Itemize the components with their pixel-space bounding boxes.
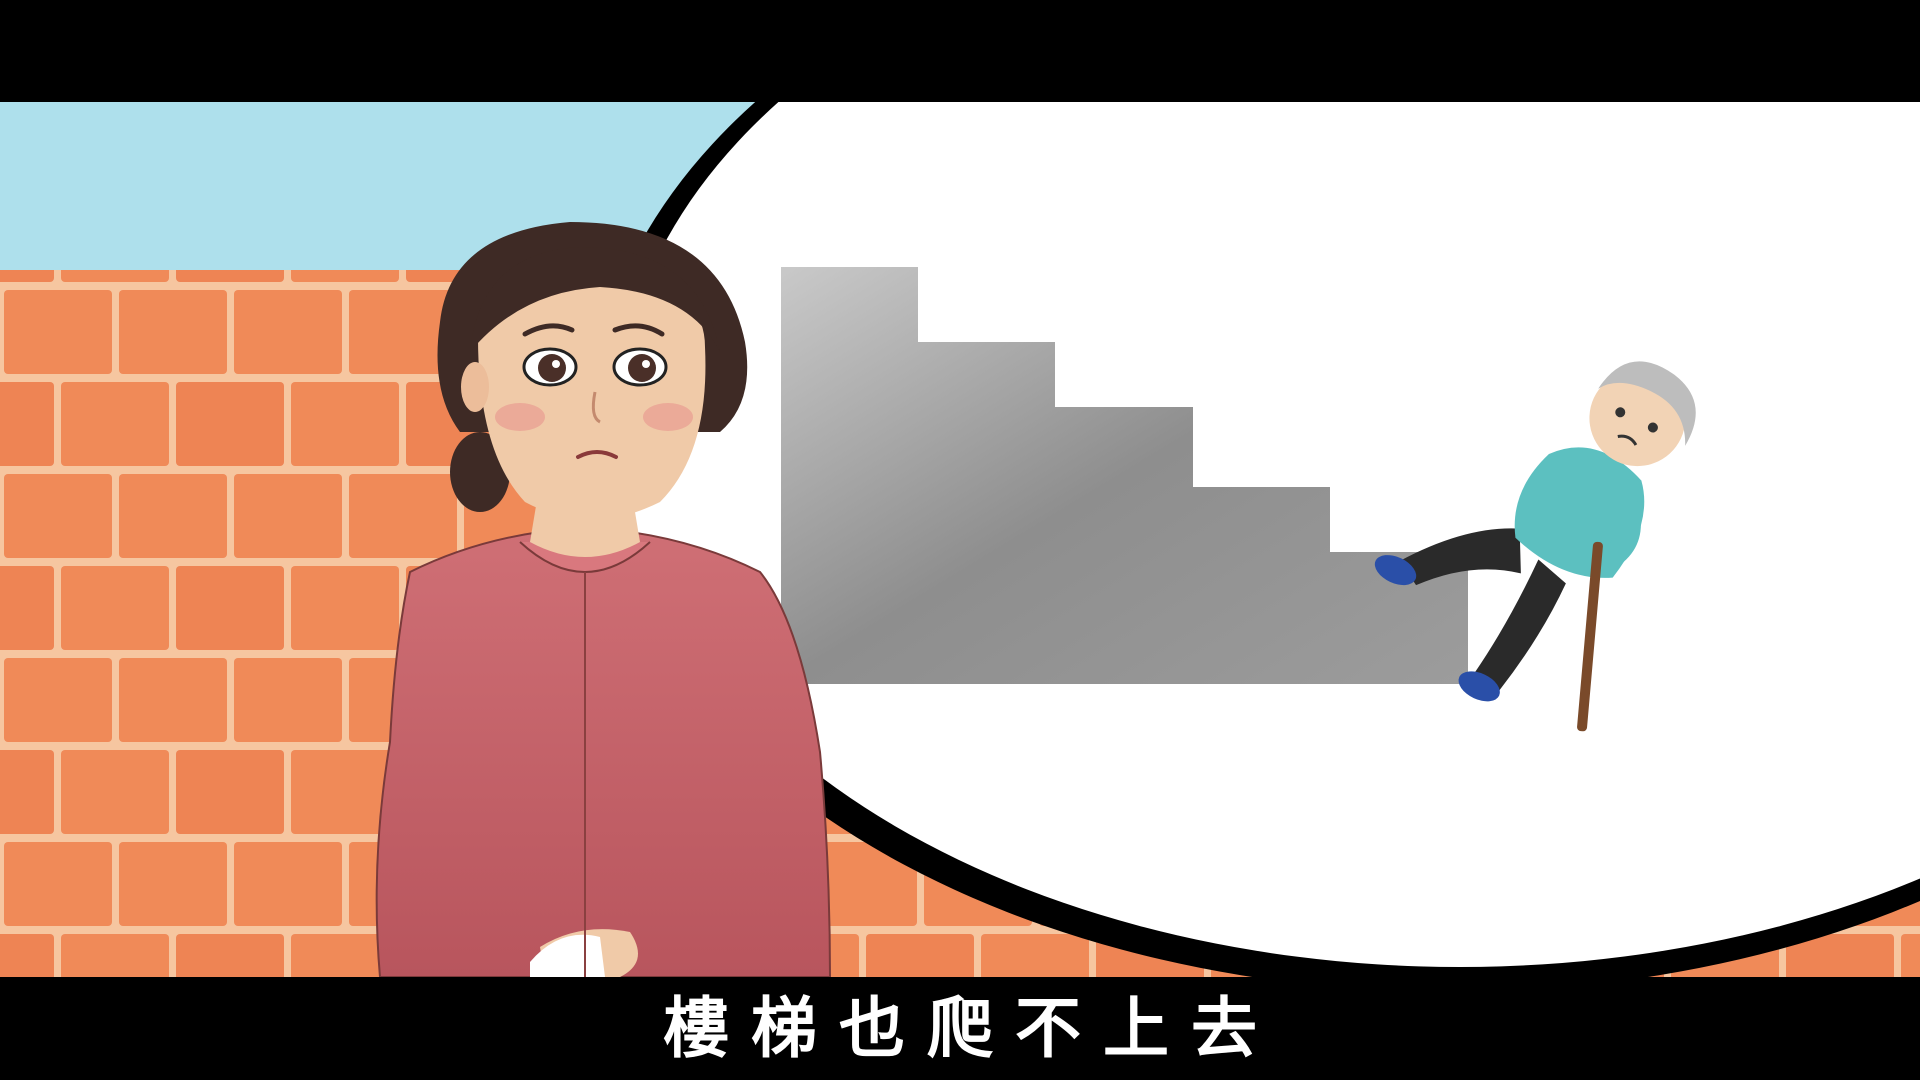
subtitle-bar: 樓梯也爬不上去 <box>0 977 1920 1080</box>
animation-scene <box>0 102 1920 977</box>
elderly-man <box>1374 361 1696 732</box>
staircase <box>781 267 1468 684</box>
subtitle-text: 樓梯也爬不上去 <box>663 989 1279 1067</box>
worried-woman <box>375 222 832 977</box>
scene-illustration <box>0 102 1920 977</box>
